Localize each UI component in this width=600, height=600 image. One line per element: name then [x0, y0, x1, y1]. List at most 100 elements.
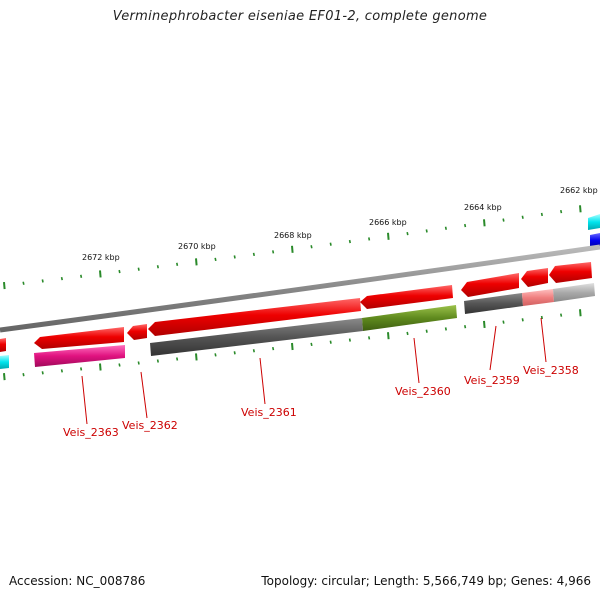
forward-strand-genes: [0, 262, 592, 352]
outer-tick-ring: [3, 205, 582, 290]
minor-tick: [176, 357, 179, 361]
genome-backbone: [0, 244, 600, 333]
minor-tick: [310, 342, 313, 347]
minor-tick: [329, 242, 332, 246]
minor-tick: [60, 369, 63, 373]
genome-summary-text: Topology: circular; Length: 5,566,749 bp…: [261, 574, 591, 588]
kbp-label: 2668 kbp: [274, 231, 312, 240]
gene-arrow-veis-2362: [127, 324, 147, 340]
minor-tick: [80, 274, 83, 278]
label-leader-lines: [81, 317, 547, 425]
minor-tick: [425, 229, 428, 233]
minor-tick: [233, 351, 236, 355]
cds-bar-pink: [522, 289, 554, 306]
leader-veis-2362: [140, 371, 148, 419]
gene-arrow-veis-2360: [360, 285, 453, 309]
leader-veis-2363: [81, 375, 88, 425]
major-tick: [195, 353, 198, 361]
minor-tick: [329, 340, 332, 344]
cds-bar-light-grey: [553, 283, 595, 302]
gene-label-veis-2360: Veis_2360: [395, 385, 451, 398]
kbp-label: 2670 kbp: [178, 242, 216, 251]
minor-tick: [22, 281, 25, 285]
gene-labels: Veis_2363 Veis_2362 Veis_2361 Veis_2360 …: [63, 364, 579, 439]
minor-tick: [521, 215, 524, 219]
minor-tick: [444, 327, 447, 331]
cds-bar-grey-short: [464, 293, 523, 314]
minor-tick: [41, 371, 44, 375]
minor-tick: [464, 223, 467, 228]
gene-arrow-veis-2363: [34, 327, 124, 349]
minor-tick: [214, 257, 217, 262]
gene-arrow-left-edge: [0, 338, 6, 352]
minor-tick: [464, 325, 467, 329]
inner-tick-ring: [3, 309, 582, 381]
gene-label-veis-2359: Veis_2359: [464, 374, 520, 387]
minor-tick: [540, 315, 543, 320]
kbp-label: 2666 kbp: [369, 218, 407, 227]
major-tick: [99, 363, 102, 371]
minor-tick: [406, 331, 409, 336]
gene-arrow-veis-2361: [148, 298, 361, 336]
minor-tick: [272, 250, 275, 254]
major-tick: [99, 270, 102, 278]
major-tick: [3, 373, 6, 381]
minor-tick: [368, 237, 371, 241]
major-tick: [579, 309, 582, 317]
major-tick: [483, 320, 486, 328]
minor-tick: [233, 255, 236, 259]
minor-tick: [348, 239, 351, 244]
minor-tick: [41, 279, 44, 283]
minor-tick: [118, 269, 121, 274]
gene-label-veis-2362: Veis_2362: [122, 419, 178, 432]
minor-tick: [502, 218, 505, 222]
major-tick: [291, 342, 294, 351]
minor-tick: [444, 226, 447, 230]
leader-veis-2359: [489, 325, 497, 371]
map-title: Verminephrobacter eiseniae EF01-2, compl…: [112, 9, 488, 24]
minor-tick: [425, 329, 428, 333]
minor-tick: [560, 209, 563, 214]
gene-arrow-blue: [590, 233, 600, 248]
minor-tick: [272, 346, 275, 351]
minor-tick: [137, 267, 140, 271]
gene-arrow-veis-2358b: [549, 262, 592, 283]
cds-bar-cyan-left: [0, 355, 9, 369]
minor-tick: [252, 349, 255, 353]
kbp-scale-labels: 2672 kbp 2670 kbp 2668 kbp 2666 kbp 2664…: [82, 186, 598, 262]
major-tick: [483, 219, 486, 227]
kbp-label: 2662 kbp: [560, 186, 598, 195]
gene-arrow-cyan: [588, 214, 600, 230]
cds-bar-olive: [362, 305, 457, 331]
minor-tick: [348, 338, 351, 342]
leader-veis-2361: [259, 357, 266, 405]
minor-tick: [310, 245, 313, 249]
cds-bar-grey-long: [150, 318, 363, 356]
gene-label-veis-2358: Veis_2358: [523, 364, 579, 377]
minor-tick: [60, 276, 63, 281]
minor-tick: [156, 265, 159, 269]
cds-bar-magenta: [34, 345, 125, 367]
minor-tick: [540, 212, 543, 217]
minor-tick: [80, 367, 83, 371]
minor-tick: [252, 252, 255, 257]
minor-tick: [560, 313, 563, 317]
major-tick: [195, 258, 198, 266]
minor-tick: [156, 359, 159, 363]
minor-tick: [368, 336, 371, 340]
accession-text: Accession: NC_008786: [9, 574, 146, 588]
leader-veis-2360: [413, 337, 420, 384]
cds-feature-bars: [0, 283, 595, 369]
minor-tick: [118, 363, 121, 367]
major-tick: [579, 205, 582, 213]
gene-arrow-veis-2358a: [521, 268, 548, 287]
minor-tick: [137, 361, 140, 365]
gene-arrow-veis-2359: [461, 273, 519, 297]
leader-veis-2358: [540, 317, 547, 363]
minor-tick: [22, 373, 25, 377]
kbp-label: 2664 kbp: [464, 203, 502, 212]
major-tick: [387, 232, 390, 240]
major-tick: [387, 332, 390, 340]
major-tick: [291, 245, 294, 253]
